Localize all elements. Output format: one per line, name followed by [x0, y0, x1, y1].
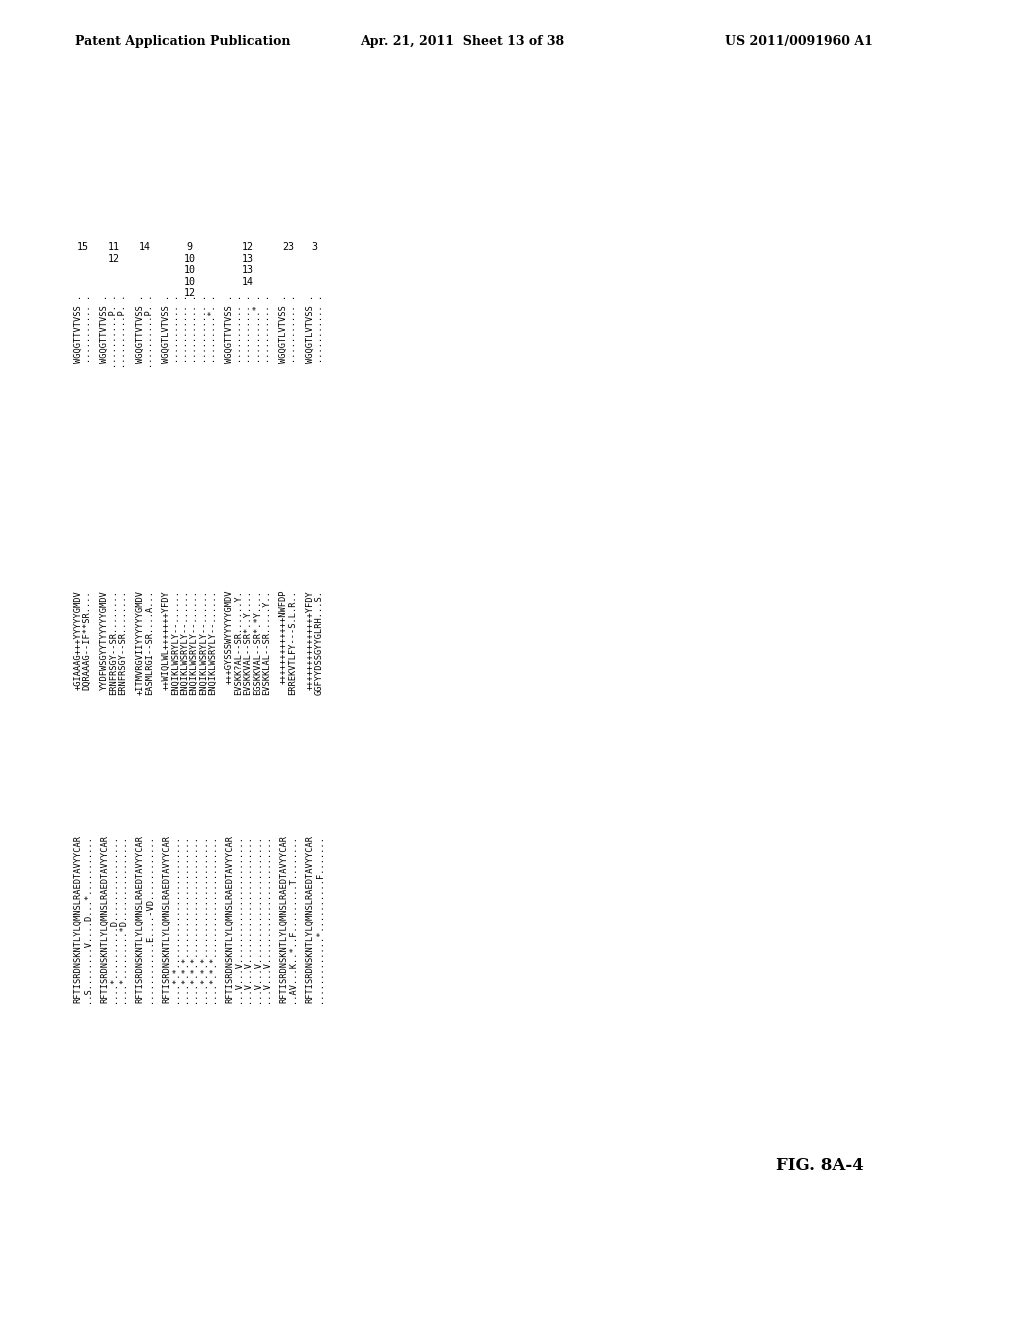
Text: 11
12: 11 12: [108, 242, 120, 264]
Text: ..S........V....D...*...........: ..S........V....D...*...........: [83, 836, 92, 1003]
Text: ERREKVTLFY---S.L.R..: ERREKVTLFY---S.L.R..: [289, 590, 297, 696]
Text: ..........P. .: ..........P. .: [110, 294, 118, 368]
Text: RFTISRDNSKNTLYLQMNSLRAEDTAVYYCAR: RFTISRDNSKNTLYLQMNSLRAEDTAVYYCAR: [305, 836, 314, 1003]
Text: .............*..........F.......: .............*..........F.......: [314, 836, 324, 1003]
Text: WGQGTTVTVSS .: WGQGTTVTVSS .: [225, 294, 234, 363]
Text: ........... .: ........... .: [199, 294, 208, 363]
Text: ..AV...K..*..F.........T........: ..AV...K..*..F.........T........: [289, 836, 297, 1003]
Text: DQRAAAG--IF**SR....: DQRAAAG--IF**SR....: [83, 590, 92, 690]
Text: Apr. 21, 2011  Sheet 13 of 38: Apr. 21, 2011 Sheet 13 of 38: [360, 36, 564, 48]
Text: GGFYYDSSGYYGLRH...S.: GGFYYDSSGYYGLRH...S.: [314, 590, 324, 696]
Text: ...V...V........................: ...V...V........................: [253, 836, 262, 1003]
Text: ERNFRSGY--SR........: ERNFRSGY--SR........: [110, 590, 118, 696]
Text: +++GYSSSWYYYYYGMDV: +++GYSSSWYYYYYGMDV: [225, 590, 234, 685]
Text: ENQIKLWSRYLY--......: ENQIKLWSRYLY--......: [208, 590, 217, 696]
Text: +GIAAAG+++YYYYYGMDV: +GIAAAG+++YYYYYGMDV: [74, 590, 83, 690]
Text: EVSKKVAL--SR*..Y....: EVSKKVAL--SR*..Y....: [244, 590, 253, 696]
Text: FIG. 8A-4: FIG. 8A-4: [776, 1156, 864, 1173]
Text: ........... .: ........... .: [189, 294, 199, 363]
Text: RFTISRDNSKNTLYLQMNSLRAEDTAVYYCAR: RFTISRDNSKNTLYLQMNSLRAEDTAVYYCAR: [280, 836, 288, 1003]
Text: ENQIKLWSRYLY--......: ENQIKLWSRYLY--......: [189, 590, 199, 696]
Text: WGQGTLVTVSS .: WGQGTLVTVSS .: [162, 294, 171, 363]
Text: ....*.*.*.......................: ....*.*.*.......................: [180, 836, 189, 1003]
Text: ...V...V........................: ...V...V........................: [234, 836, 244, 1003]
Text: ........... .: ........... .: [244, 294, 253, 363]
Text: +ITMVRGVIIYYYYYYGMDV: +ITMVRGVIIYYYYYYGMDV: [135, 590, 144, 696]
Text: 23: 23: [283, 242, 294, 252]
Text: WGQGTTVTVSS .: WGQGTTVTVSS .: [135, 294, 144, 363]
Text: ..........P. .: ..........P. .: [144, 294, 154, 368]
Text: WGQGTLVTVSS .: WGQGTLVTVSS .: [305, 294, 314, 363]
Text: .........*. .: .........*. .: [208, 294, 217, 363]
Text: EASMLRGI--SR....A...: EASMLRGI--SR....A...: [144, 590, 154, 696]
Text: ........... .: ........... .: [314, 294, 324, 363]
Text: 9
10
10
10
12: 9 10 10 10 12: [183, 242, 196, 298]
Text: ....*.*.*.......................: ....*.*.*.......................: [189, 836, 199, 1003]
Text: ........... .: ........... .: [262, 294, 271, 363]
Text: RFTISRDNSKNTLYLQMNSLRAEDTAVYYCAR: RFTISRDNSKNTLYLQMNSLRAEDTAVYYCAR: [162, 836, 171, 1003]
Text: ............E....-VD............: ............E....-VD............: [144, 836, 154, 1003]
Text: ++WIQLWL+++++++YFDY: ++WIQLWL+++++++YFDY: [162, 590, 171, 690]
Text: ....*.........*D................: ....*.........*D................: [119, 836, 127, 1003]
Text: RFTISRDNSKNTLYLQMNSLRAEDTAVYYCAR: RFTISRDNSKNTLYLQMNSLRAEDTAVYYCAR: [100, 836, 109, 1003]
Text: EVSKKLAL--SR.....Y..: EVSKKLAL--SR.....Y..: [262, 590, 271, 696]
Text: 15: 15: [77, 242, 89, 252]
Text: RFTISRDNSKNTLYLQMNSLRAEDTAVYYCAR: RFTISRDNSKNTLYLQMNSLRAEDTAVYYCAR: [225, 836, 234, 1003]
Text: ....*.*.........................: ....*.*.........................: [171, 836, 180, 1003]
Text: ..........* .: ..........* .: [253, 294, 262, 363]
Text: US 2011/0091960 A1: US 2011/0091960 A1: [725, 36, 872, 48]
Text: ...V...V........................: ...V...V........................: [262, 836, 271, 1003]
Text: WGQGTTVTVSS .: WGQGTTVTVSS .: [74, 294, 83, 363]
Text: WGQGTLVTVSS .: WGQGTLVTVSS .: [280, 294, 288, 363]
Text: ....*..........D................: ....*..........D................: [110, 836, 118, 1003]
Text: EVSKK?AL--SR......Y.: EVSKK?AL--SR......Y.: [234, 590, 244, 696]
Text: WGQGTTVTVSS .: WGQGTTVTVSS .: [100, 294, 109, 363]
Text: ERNFRSGY--SR........: ERNFRSGY--SR........: [119, 590, 127, 696]
Text: ENQIKLWSRYLY--......: ENQIKLWSRYLY--......: [180, 590, 189, 696]
Text: 3: 3: [311, 242, 317, 252]
Text: RFTISRDNSKNTLYLQMNSLRAEDTAVYYCAR: RFTISRDNSKNTLYLQMNSLRAEDTAVYYCAR: [74, 836, 83, 1003]
Text: +++++++++++++++YFDY: +++++++++++++++YFDY: [305, 590, 314, 690]
Text: +++++++++++++NWFDP: +++++++++++++NWFDP: [280, 590, 288, 685]
Text: ....*.*.*.......................: ....*.*.*.......................: [208, 836, 217, 1003]
Text: YYDFWSGYYTYYYYYGMDV: YYDFWSGYYTYYYYYGMDV: [100, 590, 109, 690]
Text: 12
13
13
14: 12 13 13 14: [242, 242, 254, 286]
Text: ........... .: ........... .: [171, 294, 180, 363]
Text: ........... .: ........... .: [289, 294, 297, 363]
Text: EGSKKVAL--SR*.*Y....: EGSKKVAL--SR*.*Y....: [253, 590, 262, 696]
Text: ....*.*.*.......................: ....*.*.*.......................: [199, 836, 208, 1003]
Text: ........... .: ........... .: [83, 294, 92, 363]
Text: ........... .: ........... .: [234, 294, 244, 363]
Text: RFTISRDNSKNTLYLQMNSLRAEDTAVYYCAR: RFTISRDNSKNTLYLQMNSLRAEDTAVYYCAR: [135, 836, 144, 1003]
Text: ...V...V........................: ...V...V........................: [244, 836, 253, 1003]
Text: 14: 14: [138, 242, 151, 252]
Text: Patent Application Publication: Patent Application Publication: [75, 36, 291, 48]
Text: ..........P. .: ..........P. .: [119, 294, 127, 368]
Text: ........... .: ........... .: [180, 294, 189, 363]
Text: ENQIKLWSRYLY--......: ENQIKLWSRYLY--......: [171, 590, 180, 696]
Text: ENQIKLWSRYLY--......: ENQIKLWSRYLY--......: [199, 590, 208, 696]
